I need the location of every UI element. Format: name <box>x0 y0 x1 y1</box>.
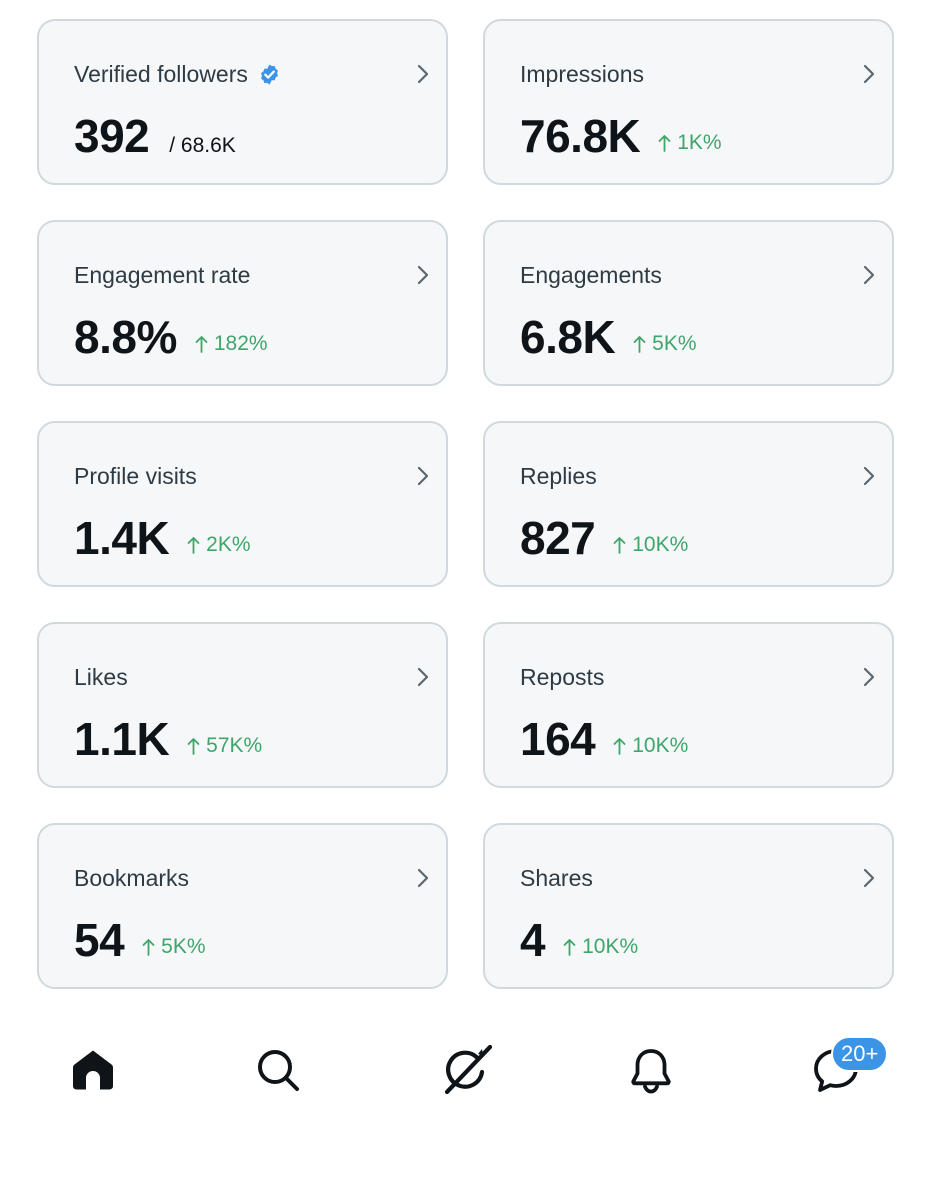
value-row: 164 10K% <box>520 712 688 766</box>
metric-delta-value: 5K% <box>652 332 697 355</box>
card-title: Impressions <box>520 61 644 87</box>
card-title: Profile visits <box>74 463 197 489</box>
card-title-wrap: Verified followers <box>74 61 281 88</box>
metric-delta-value: 1K% <box>677 131 722 154</box>
home-icon <box>73 1050 113 1090</box>
chevron-right-icon <box>863 667 875 687</box>
arrow-up-icon <box>633 336 646 353</box>
card-engagements[interactable]: Engagements 6.8K 5K% <box>483 220 894 386</box>
value-row: 4 10K% <box>520 913 638 967</box>
metric-delta-value: 57K% <box>206 734 263 757</box>
metric-value: 54 <box>74 914 125 966</box>
card-shares[interactable]: Shares 4 10K% <box>483 823 894 989</box>
metric-delta-value: 10K% <box>632 533 689 556</box>
metric-total: / 68.6K <box>169 134 236 157</box>
value-row: 1.1K 57K% <box>74 712 262 766</box>
chevron-right-icon <box>863 64 875 84</box>
card-title: Shares <box>520 865 593 891</box>
search-icon <box>258 1050 299 1091</box>
metric-value: 1.1K <box>74 713 170 765</box>
card-impressions[interactable]: Impressions 76.8K 1K% <box>483 19 894 185</box>
card-title: Likes <box>74 664 128 690</box>
card-title: Replies <box>520 463 597 489</box>
grok-icon <box>444 1044 493 1095</box>
arrow-up-icon <box>142 939 155 956</box>
nav-search[interactable] <box>243 1030 313 1110</box>
chevron-right-icon <box>417 466 429 486</box>
value-row: 76.8K 1K% <box>520 109 722 163</box>
metric-delta: 1K% <box>658 131 722 155</box>
metric-value: 8.8% <box>74 311 177 363</box>
chevron-right-icon <box>863 868 875 888</box>
value-row: 827 10K% <box>520 511 688 565</box>
card-replies[interactable]: Replies 827 10K% <box>483 421 894 587</box>
metric-value: 6.8K <box>520 311 616 363</box>
chevron-right-icon <box>417 667 429 687</box>
value-row: 1.4K 2K% <box>74 511 251 565</box>
bell-icon <box>631 1049 671 1094</box>
metric-value: 827 <box>520 512 596 564</box>
card-title: Engagements <box>520 262 662 288</box>
nav-grok[interactable] <box>431 1030 501 1110</box>
verified-badge-icon <box>260 64 278 85</box>
metric-value: 164 <box>520 713 596 765</box>
metric-delta-value: 5K% <box>161 935 206 958</box>
metric-value: 1.4K <box>74 512 170 564</box>
arrow-up-icon <box>195 336 208 353</box>
card-title: Engagement rate <box>74 262 251 288</box>
card-title: Bookmarks <box>74 865 190 891</box>
metric-delta: 182% <box>195 332 268 356</box>
metric-delta: 10K% <box>613 533 688 557</box>
arrow-up-icon <box>187 537 200 554</box>
chevron-right-icon <box>417 64 429 84</box>
value-row: 392 / 68.6K <box>74 109 236 163</box>
value-row: 54 5K% <box>74 913 206 967</box>
messages-badge: 20+ <box>831 1036 889 1072</box>
arrow-up-icon <box>187 738 200 755</box>
arrow-up-icon <box>658 135 671 152</box>
value-row: 8.8% 182% <box>74 310 268 364</box>
card-reposts[interactable]: Reposts 164 10K% <box>483 622 894 788</box>
bottom-nav <box>0 1030 931 1120</box>
card-bookmarks[interactable]: Bookmarks 54 5K% <box>37 823 448 989</box>
chevron-right-icon <box>417 265 429 285</box>
card-title: Verified followers <box>74 61 248 87</box>
analytics-grid: Verified followers 392 / 68.6K Impressio… <box>37 19 894 989</box>
metric-delta: 57K% <box>187 734 262 758</box>
metric-delta: 5K% <box>142 935 206 959</box>
metric-value: 392 <box>74 110 150 162</box>
metric-delta: 5K% <box>633 332 697 356</box>
arrow-up-icon <box>613 537 626 554</box>
value-row: 6.8K 5K% <box>520 310 697 364</box>
chevron-right-icon <box>417 868 429 888</box>
chevron-right-icon <box>863 466 875 486</box>
card-engagement-rate[interactable]: Engagement rate 8.8% 182% <box>37 220 448 386</box>
metric-delta-value: 182% <box>213 332 268 355</box>
metric-delta: 10K% <box>613 734 688 758</box>
metric-delta: 10K% <box>563 935 638 959</box>
nav-home[interactable] <box>58 1030 128 1110</box>
arrow-up-icon <box>613 738 626 755</box>
metric-delta-value: 2K% <box>206 533 251 556</box>
card-likes[interactable]: Likes 1.1K 57K% <box>37 622 448 788</box>
card-verified-followers[interactable]: Verified followers 392 / 68.6K <box>37 19 448 185</box>
metric-value: 4 <box>520 914 546 966</box>
metric-delta: 2K% <box>187 533 251 557</box>
chevron-right-icon <box>863 265 875 285</box>
card-profile-visits[interactable]: Profile visits 1.4K 2K% <box>37 421 448 587</box>
metric-delta-value: 10K% <box>632 734 689 757</box>
nav-notifications[interactable] <box>616 1030 686 1110</box>
metric-delta-value: 10K% <box>582 935 639 958</box>
arrow-up-icon <box>563 939 576 956</box>
metric-value: 76.8K <box>520 110 641 162</box>
card-title: Reposts <box>520 664 605 690</box>
